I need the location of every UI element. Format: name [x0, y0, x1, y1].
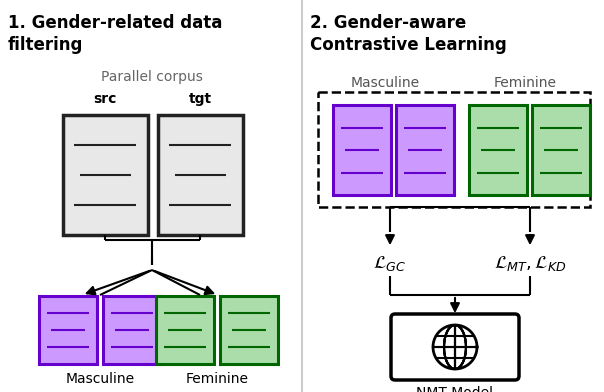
Text: Masculine: Masculine: [350, 76, 420, 90]
Text: src: src: [93, 92, 117, 106]
Text: $\mathcal{L}_{MT}, \mathcal{L}_{KD}$: $\mathcal{L}_{MT}, \mathcal{L}_{KD}$: [493, 254, 567, 273]
Bar: [103, 296, 161, 364]
Bar: [318, 92, 590, 207]
Bar: [220, 296, 278, 364]
Circle shape: [433, 325, 477, 369]
Text: $\mathcal{L}_{GC}$: $\mathcal{L}_{GC}$: [373, 254, 406, 273]
Text: Parallel corpus: Parallel corpus: [101, 70, 203, 84]
Bar: [156, 296, 214, 364]
Bar: [333, 105, 391, 195]
FancyBboxPatch shape: [391, 314, 519, 380]
Text: Contrastive Learning: Contrastive Learning: [310, 36, 507, 54]
Bar: [39, 296, 97, 364]
Text: tgt: tgt: [188, 92, 211, 106]
Text: NMT Model: NMT Model: [417, 386, 493, 392]
Bar: [396, 105, 454, 195]
Text: Masculine: Masculine: [65, 372, 135, 386]
Bar: [62, 115, 147, 235]
Text: filtering: filtering: [8, 36, 83, 54]
Text: Feminine: Feminine: [493, 76, 556, 90]
Text: Feminine: Feminine: [185, 372, 248, 386]
Bar: [158, 115, 242, 235]
Bar: [469, 105, 527, 195]
Text: 1. Gender-related data: 1. Gender-related data: [8, 14, 222, 32]
Text: 2. Gender-aware: 2. Gender-aware: [310, 14, 466, 32]
Bar: [532, 105, 590, 195]
